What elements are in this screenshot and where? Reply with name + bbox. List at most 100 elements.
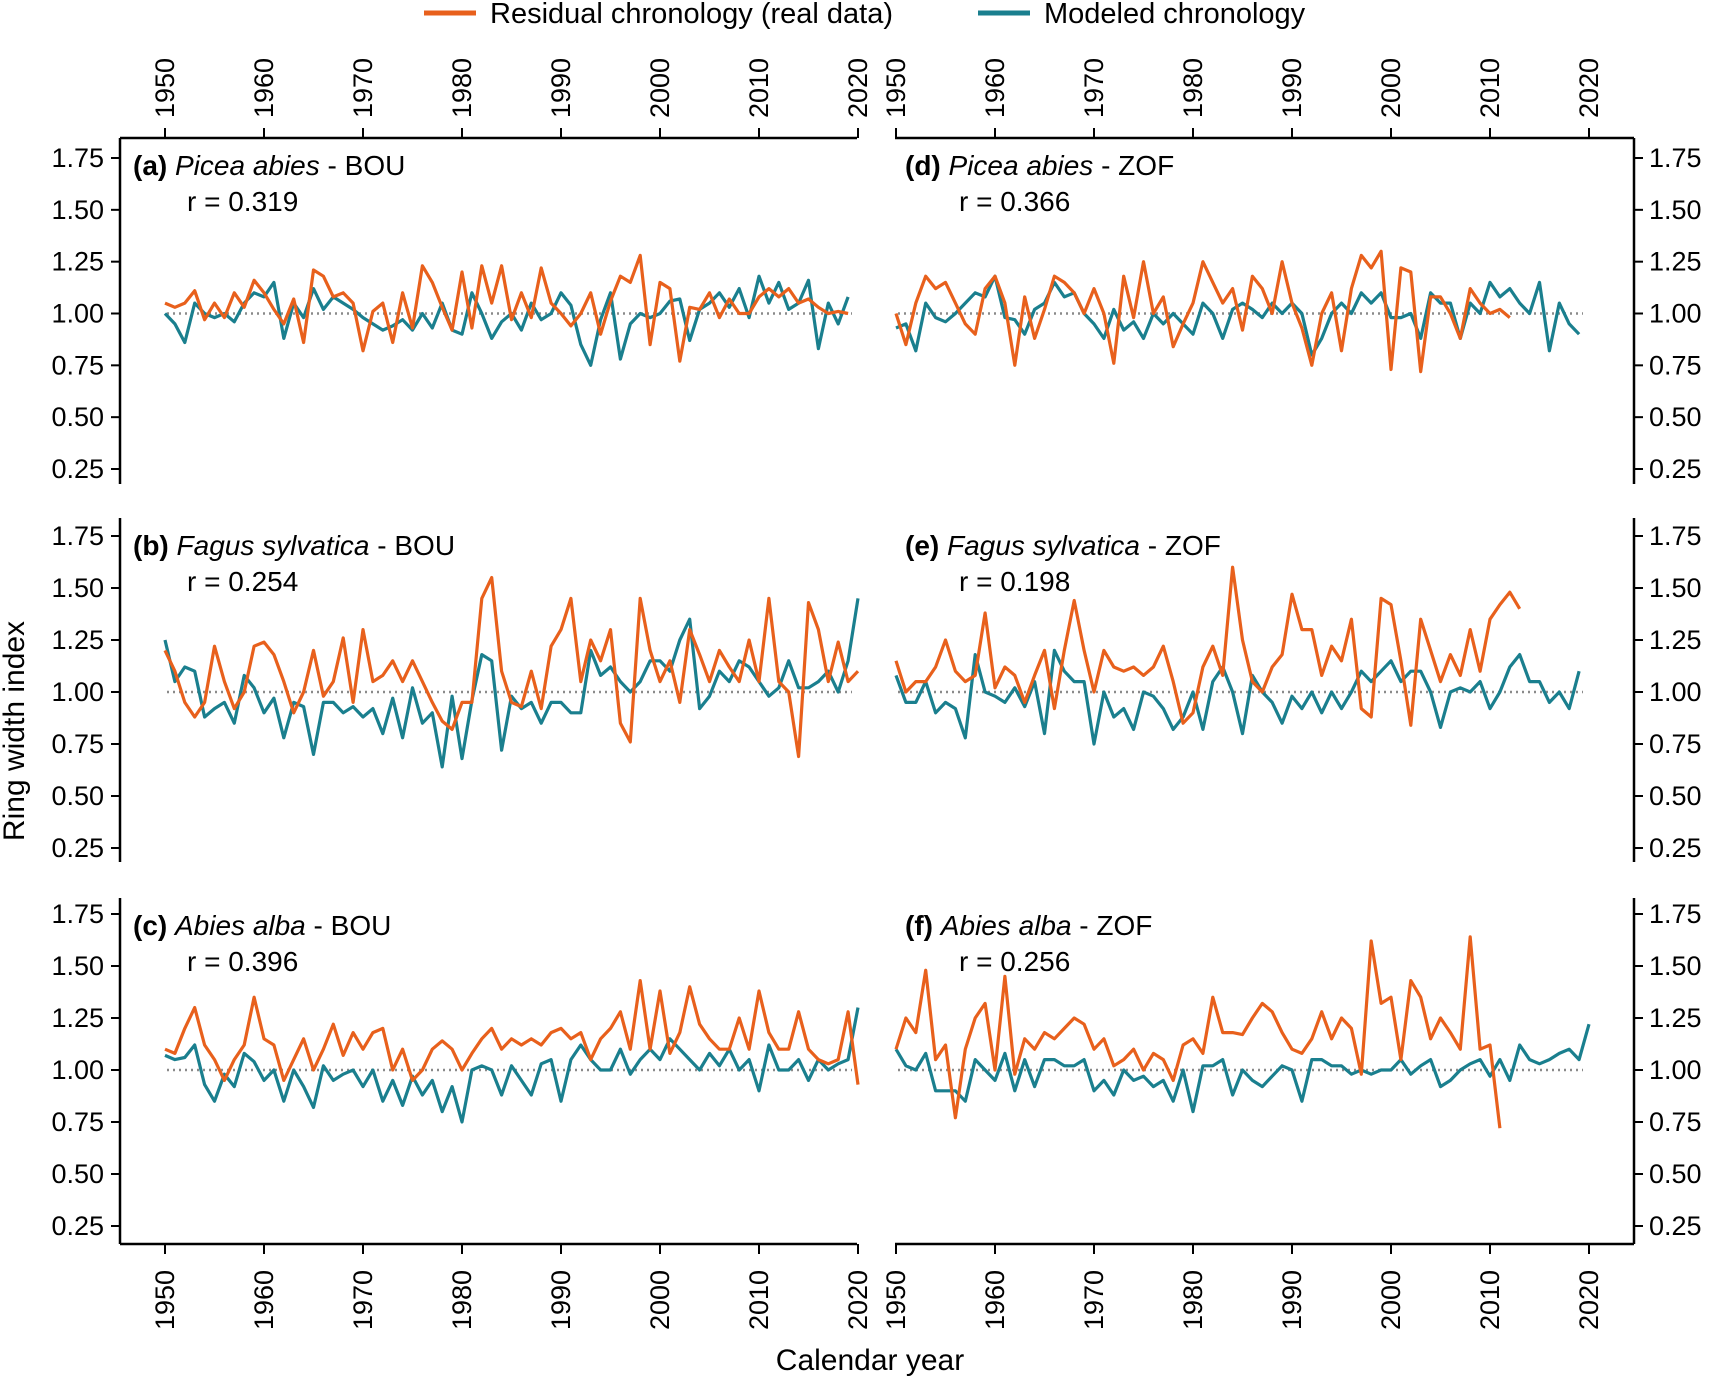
y-tick-label: 0.75 xyxy=(1649,1107,1702,1137)
panel-title: (a) Picea abies - BOU xyxy=(133,150,405,181)
y-tick-label: 0.75 xyxy=(1649,350,1702,380)
y-tick-label: 0.50 xyxy=(51,1159,104,1189)
y-tick-label: 1.25 xyxy=(51,625,104,655)
x-tick-label-top: 1980 xyxy=(447,58,477,118)
y-tick-label: 1.00 xyxy=(51,299,104,329)
y-tick-label: 0.50 xyxy=(1649,1159,1702,1189)
panel-species: Picea abies xyxy=(949,150,1094,181)
series-line-real xyxy=(894,249,1511,374)
panel-correlation: r = 0.254 xyxy=(187,566,298,597)
x-tick-label-top: 1960 xyxy=(980,58,1010,118)
series-line-real xyxy=(164,978,860,1085)
panel-e: 0.25 0.50 0.75 1.00 1.25 1.50 1.75 (e) Fagus sy… xyxy=(894,518,1702,863)
series-line-real xyxy=(164,253,849,363)
y-tick-label: 1.25 xyxy=(1649,247,1702,277)
legend: Residual chronology (real data) Modeled … xyxy=(424,0,1306,30)
y-tick-label: 1.00 xyxy=(1649,677,1702,707)
panel-correlation: r = 0.198 xyxy=(959,566,1070,597)
y-tick-label: 0.50 xyxy=(51,402,104,432)
panel-correlation: r = 0.366 xyxy=(959,186,1070,217)
x-tick-label-top: 2010 xyxy=(1475,58,1505,118)
panel-site: - BOU xyxy=(306,910,392,941)
panel-title: (d) Picea abies - ZOF xyxy=(905,150,1174,181)
series-line-real xyxy=(894,565,1522,727)
y-tick-label: 0.25 xyxy=(1649,454,1702,484)
y-tick-label: 0.50 xyxy=(51,781,104,811)
series-line-modeled xyxy=(163,274,850,367)
y-tick-label: 1.50 xyxy=(51,951,104,981)
y-tick-label: 0.25 xyxy=(1649,1211,1702,1241)
panel-species: Fagus sylvatica xyxy=(177,530,370,561)
y-tick-label: 1.50 xyxy=(1649,195,1702,225)
x-tick-label-bottom: 1960 xyxy=(249,1270,279,1330)
panel-b: 0.25 0.50 0.75 1.00 1.25 1.50 1.75 (b) Fagus sy… xyxy=(51,518,860,863)
panel-site: - BOU xyxy=(320,150,406,181)
series-line-modeled xyxy=(163,598,860,769)
y-tick-label: 1.75 xyxy=(1649,899,1702,929)
x-tick-label-top: 2020 xyxy=(843,58,873,118)
y-tick-label: 0.75 xyxy=(1649,729,1702,759)
y-tick-label: 1.50 xyxy=(51,573,104,603)
x-tick-label-bottom: 1970 xyxy=(348,1270,378,1330)
y-tick-label: 1.50 xyxy=(51,195,104,225)
x-tick-label-top: 1950 xyxy=(150,58,180,118)
panel-correlation: r = 0.256 xyxy=(959,946,1070,977)
panel-correlation: r = 0.396 xyxy=(187,946,298,977)
y-tick-label: 1.75 xyxy=(51,143,104,173)
x-tick-label-bottom: 2000 xyxy=(645,1270,675,1330)
x-tick-label-top: 1990 xyxy=(1277,58,1307,118)
series-line-real xyxy=(163,575,860,759)
panel-f: 0.25 0.50 0.75 1.00 1.25 1.50 1.75 (f) Abies al… xyxy=(894,898,1702,1254)
y-tick-label: 1.75 xyxy=(51,899,104,929)
y-tick-label: 0.75 xyxy=(51,1107,104,1137)
y-tick-label: 1.25 xyxy=(1649,625,1702,655)
x-tick-label-bottom: 1970 xyxy=(1079,1270,1109,1330)
panel-site: - ZOF xyxy=(1140,530,1221,561)
y-tick-label: 1.00 xyxy=(51,1055,104,1085)
y-tick-label: 0.25 xyxy=(51,833,104,863)
panel-species: Picea abies xyxy=(175,150,320,181)
panel-correlation: r = 0.319 xyxy=(187,186,298,217)
panel-species: Abies alba xyxy=(939,910,1072,941)
y-tick-label: 1.75 xyxy=(1649,521,1702,551)
x-tick-label-bottom: 2000 xyxy=(1376,1270,1406,1330)
y-tick-label: 0.25 xyxy=(51,454,104,484)
x-tick-label-bottom: 1990 xyxy=(1277,1270,1307,1330)
panel-c: 0.25 0.50 0.75 1.00 1.25 1.50 1.75 (c) Abies al… xyxy=(51,898,860,1254)
y-tick-label: 1.25 xyxy=(51,247,104,277)
panel-site: - ZOF xyxy=(1072,910,1153,941)
x-tick-label-top: 1990 xyxy=(546,58,576,118)
x-tick-label-top: 1970 xyxy=(1079,58,1109,118)
y-tick-label: 0.75 xyxy=(51,350,104,380)
y-tick-label: 1.00 xyxy=(51,677,104,707)
x-tick-label-bottom: 1980 xyxy=(447,1270,477,1330)
series-line-modeled xyxy=(894,648,1581,746)
x-tick-label-bottom: 1950 xyxy=(881,1270,911,1330)
x-axis-title: Calendar year xyxy=(776,1344,964,1377)
y-tick-label: 0.50 xyxy=(1649,781,1702,811)
x-tick-label-bottom: 1980 xyxy=(1178,1270,1208,1330)
x-tick-label-bottom: 2010 xyxy=(1475,1270,1505,1330)
x-tick-label-bottom: 2020 xyxy=(1574,1270,1604,1330)
panel-letter: (b) xyxy=(133,530,177,561)
x-tick-label-bottom: 2020 xyxy=(843,1270,873,1330)
panel-species: Abies alba xyxy=(173,910,306,941)
panel-letter: (f) xyxy=(905,910,941,941)
x-tick-label-bottom: 1990 xyxy=(546,1270,576,1330)
panel-letter: (a) xyxy=(133,150,175,181)
panel-site: - ZOF xyxy=(1093,150,1174,181)
x-tick-label-top: 1960 xyxy=(249,58,279,118)
x-tick-label-top: 2000 xyxy=(1376,58,1406,118)
series-line-real xyxy=(894,935,1502,1129)
series-line-modeled xyxy=(164,1007,860,1124)
y-tick-label: 0.50 xyxy=(1649,402,1702,432)
x-tick-label-bottom: 1950 xyxy=(150,1270,180,1330)
y-axis-title: Ring width index xyxy=(0,621,31,841)
x-tick-label-bottom: 1960 xyxy=(980,1270,1010,1330)
x-tick-label-top: 2000 xyxy=(645,58,675,118)
x-tick-label-top: 1980 xyxy=(1178,58,1208,118)
y-tick-label: 1.25 xyxy=(1649,1003,1702,1033)
panel-site: - BOU xyxy=(370,530,456,561)
panel-title: (f) Abies alba - ZOF xyxy=(905,910,1152,941)
